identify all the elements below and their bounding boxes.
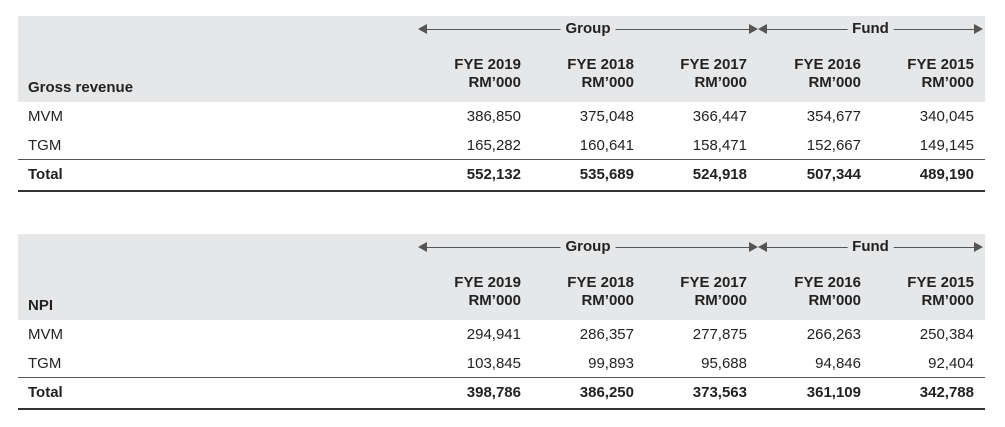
- fund-label: Fund: [847, 238, 894, 256]
- cell-value: 366,447: [692, 108, 747, 125]
- arrow-right-icon: [749, 24, 758, 34]
- cell-value: 158,471: [692, 137, 747, 154]
- total-row: Total 398,786 386,250 373,563 361,109 34…: [18, 378, 985, 410]
- arrow-left-icon: [758, 24, 767, 34]
- column-unit: RM’000: [694, 292, 747, 309]
- cell-value: 277,875: [692, 326, 747, 343]
- cell-value: 286,357: [579, 326, 634, 343]
- column-unit: RM’000: [468, 74, 521, 91]
- column-year: FYE 2017: [680, 274, 747, 291]
- column-year: FYE 2017: [680, 56, 747, 73]
- row-label: MVM: [28, 108, 63, 125]
- total-value: 398,786: [466, 384, 521, 401]
- column-year: FYE 2015: [907, 56, 974, 73]
- column-header: FYE 2015 RM’000: [862, 274, 974, 310]
- arrow-right-icon: [974, 242, 983, 252]
- arrow-left-icon: [758, 242, 767, 252]
- cell-value: 94,846: [815, 355, 861, 372]
- arrow-left-icon: [418, 242, 427, 252]
- cell-value: 354,677: [806, 108, 861, 125]
- table-row: MVM 386,850 375,048 366,447 354,677 340,…: [18, 102, 985, 131]
- table-row: TGM 103,845 99,893 95,688 94,846 92,404: [18, 349, 985, 378]
- group-label: Group: [560, 238, 616, 256]
- column-unit: RM’000: [808, 292, 861, 309]
- cell-value: 149,145: [919, 137, 974, 154]
- cell-value: 165,282: [466, 137, 521, 154]
- column-header: FYE 2015 RM’000: [862, 56, 974, 92]
- column-unit: RM’000: [694, 74, 747, 91]
- column-header: FYE 2019 RM’000: [409, 56, 521, 92]
- column-header: FYE 2018 RM’000: [522, 56, 634, 92]
- total-value: 489,190: [919, 166, 974, 183]
- total-label: Total: [28, 384, 63, 401]
- total-value: 535,689: [579, 166, 634, 183]
- table-header: Group Fund FYE 2019 RM’000 FYE 2018 RM’000…: [18, 234, 985, 320]
- column-unit: RM’000: [921, 74, 974, 91]
- group-header-row: Group Fund: [18, 234, 985, 260]
- column-year: FYE 2016: [794, 274, 861, 291]
- cell-value: 160,641: [579, 137, 634, 154]
- gross-revenue-table: Group Fund FYE 2019 RM’000 FYE 2018 RM’000…: [18, 16, 985, 192]
- column-year: FYE 2016: [794, 56, 861, 73]
- column-unit: RM’000: [468, 292, 521, 309]
- group-header-row: Group Fund: [18, 16, 985, 42]
- total-value: 524,918: [692, 166, 747, 183]
- total-value: 552,132: [466, 166, 521, 183]
- total-value: 373,563: [692, 384, 747, 401]
- column-year: FYE 2019: [454, 56, 521, 73]
- column-header: FYE 2017 RM’000: [635, 274, 747, 310]
- npi-table: Group Fund FYE 2019 RM’000 FYE 2018 RM’000…: [18, 234, 985, 410]
- arrow-right-icon: [749, 242, 758, 252]
- cell-value: 266,263: [806, 326, 861, 343]
- section-label: Gross revenue: [28, 79, 134, 96]
- column-unit: RM’000: [581, 74, 634, 91]
- group-label: Group: [560, 20, 616, 38]
- column-year: FYE 2018: [567, 274, 634, 291]
- row-label: MVM: [28, 326, 63, 343]
- cell-value: 386,850: [466, 108, 521, 125]
- arrow-left-icon: [418, 24, 427, 34]
- cell-value: 375,048: [579, 108, 634, 125]
- cell-value: 294,941: [466, 326, 521, 343]
- fund-bracket: Fund: [758, 16, 983, 42]
- column-header: FYE 2017 RM’000: [635, 56, 747, 92]
- column-header: FYE 2019 RM’000: [409, 274, 521, 310]
- cell-value: 95,688: [701, 355, 747, 372]
- group-bracket: Group: [418, 16, 758, 42]
- row-label: TGM: [28, 137, 62, 154]
- table-row: TGM 165,282 160,641 158,471 152,667 149,…: [18, 131, 985, 160]
- total-value: 342,788: [919, 384, 974, 401]
- fund-bracket: Fund: [758, 234, 983, 260]
- total-value: 361,109: [806, 384, 861, 401]
- cell-value: 99,893: [588, 355, 634, 372]
- column-header: FYE 2016 RM’000: [749, 274, 861, 310]
- arrow-right-icon: [974, 24, 983, 34]
- total-row: Total 552,132 535,689 524,918 507,344 48…: [18, 160, 985, 192]
- table-row: MVM 294,941 286,357 277,875 266,263 250,…: [18, 320, 985, 349]
- total-label: Total: [28, 166, 63, 183]
- table-header: Group Fund FYE 2019 RM’000 FYE 2018 RM’000…: [18, 16, 985, 102]
- column-header: FYE 2016 RM’000: [749, 56, 861, 92]
- column-unit: RM’000: [808, 74, 861, 91]
- column-year: FYE 2015: [907, 274, 974, 291]
- section-label: NPI: [28, 297, 54, 314]
- column-year: FYE 2018: [567, 56, 634, 73]
- total-value: 507,344: [806, 166, 861, 183]
- cell-value: 152,667: [806, 137, 861, 154]
- cell-value: 340,045: [919, 108, 974, 125]
- column-unit: RM’000: [921, 292, 974, 309]
- column-unit: RM’000: [581, 292, 634, 309]
- fund-label: Fund: [847, 20, 894, 38]
- cell-value: 103,845: [466, 355, 521, 372]
- column-year: FYE 2019: [454, 274, 521, 291]
- total-value: 386,250: [579, 384, 634, 401]
- cell-value: 250,384: [919, 326, 974, 343]
- row-label: TGM: [28, 355, 62, 372]
- group-bracket: Group: [418, 234, 758, 260]
- column-header: FYE 2018 RM’000: [522, 274, 634, 310]
- cell-value: 92,404: [928, 355, 974, 372]
